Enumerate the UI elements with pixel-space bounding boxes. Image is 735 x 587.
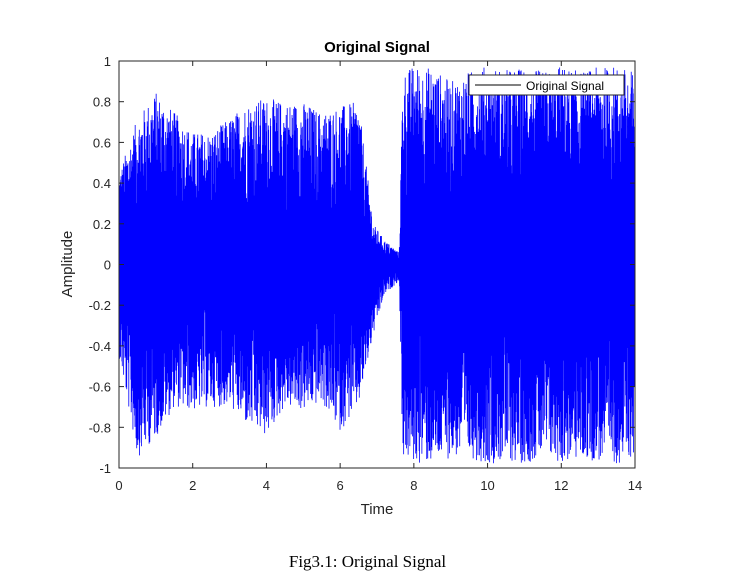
y-tick-label: -1 [99, 461, 111, 476]
x-tick-label: 8 [410, 478, 417, 493]
signal-series [118, 67, 636, 464]
y-tick-label: 0.8 [93, 95, 111, 110]
y-tick-label: -0.6 [89, 380, 111, 395]
x-axis-label: Time [361, 501, 394, 518]
y-axis: 1 0.8 0.6 0.4 0.2 0 -0.2 -0.4 -0.6 -0.8 -1 [89, 54, 635, 476]
x-tick-label: 4 [263, 478, 270, 493]
figure-caption: Fig3.1: Original Signal [288, 552, 447, 571]
y-tick-label: 0 [104, 258, 111, 273]
legend-box [468, 74, 625, 96]
y-tick-label: 0.4 [93, 176, 111, 191]
legend: Original Signal [468, 74, 625, 96]
x-axis: 0 2 4 6 8 10 12 14 [115, 61, 642, 493]
y-tick-label: 0.6 [93, 135, 111, 150]
y-axis-label: Amplitude [59, 231, 76, 298]
x-tick-label: 12 [554, 478, 568, 493]
x-tick-label: 6 [337, 478, 344, 493]
y-tick-label: 0.2 [93, 217, 111, 232]
y-tick-label: 1 [104, 54, 111, 69]
y-tick-label: -0.8 [89, 420, 111, 435]
y-tick-label: -0.2 [89, 298, 111, 313]
chart-title: Original Signal [324, 39, 430, 56]
x-tick-label: 10 [480, 478, 494, 493]
x-tick-label: 0 [115, 478, 122, 493]
series-line-original-signal [118, 67, 636, 464]
x-tick-label: 2 [189, 478, 196, 493]
legend-entry-original-signal: Original Signal [526, 79, 604, 93]
x-tick-label: 14 [628, 478, 642, 493]
y-tick-label: -0.4 [89, 339, 111, 354]
